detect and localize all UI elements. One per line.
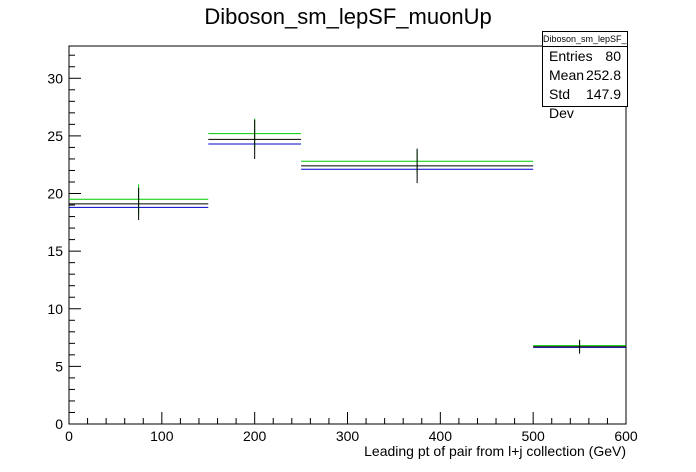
stats-box: Diboson_sm_lepSF_muonUp Entries 80 Mean … — [542, 31, 628, 121]
x-tick-label: 500 — [521, 428, 545, 444]
y-tick-label: 30 — [47, 70, 63, 86]
stats-mean-row: Mean 252.8 — [543, 66, 627, 85]
stats-entries-label: Entries — [549, 48, 593, 64]
stats-mean-value: 252.8 — [585, 67, 621, 83]
stats-entries-row: Entries 80 — [543, 47, 627, 66]
stats-entries-value: 80 — [605, 48, 621, 64]
y-tick-label: 25 — [47, 128, 63, 144]
stats-stddev-label: Std Dev — [549, 86, 574, 121]
stats-box-title: Diboson_sm_lepSF_muonUp — [543, 32, 627, 47]
y-tick-label: 10 — [47, 301, 63, 317]
stats-mean-label: Mean — [549, 67, 585, 83]
x-tick-label: 0 — [65, 428, 73, 444]
x-tick-label: 600 — [614, 428, 638, 444]
y-tick-label: 20 — [47, 186, 63, 202]
x-tick-label: 200 — [243, 428, 267, 444]
x-tick-label: 100 — [150, 428, 174, 444]
chart-title: Diboson_sm_lepSF_muonUp — [204, 4, 492, 29]
x-axis-label: Leading pt of pair from l+j collection (… — [364, 443, 626, 459]
x-tick-label: 400 — [429, 428, 453, 444]
y-tick-label: 5 — [55, 358, 63, 374]
stats-stddev-row: Std Dev 147.9 — [543, 85, 627, 121]
stats-stddev-value: 147.9 — [585, 86, 621, 102]
x-tick-label: 300 — [336, 428, 360, 444]
y-tick-label: 15 — [47, 243, 63, 259]
y-tick-label: 0 — [55, 416, 63, 432]
